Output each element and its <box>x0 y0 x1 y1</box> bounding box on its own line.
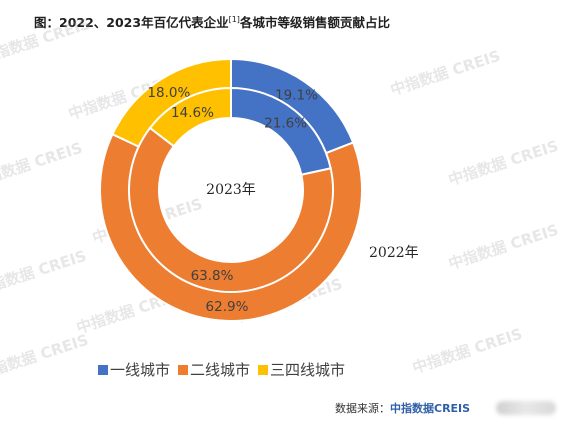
legend-item: 三四线城市 <box>258 359 345 380</box>
legend-label: 一线城市 <box>110 361 171 379</box>
source-brand: 中指数据CREIS <box>390 402 471 415</box>
data-label-outer-2: 18.0% <box>147 85 190 101</box>
center-label: 2023年 <box>206 182 256 198</box>
legend-swatch <box>98 364 108 375</box>
data-label-outer-0: 19.1% <box>275 87 318 103</box>
outer-ring-label: 2022年 <box>369 245 419 261</box>
chart-title: 图：2022、2023年百亿代表企业[1]各城市等级销售额贡献占比 <box>34 12 390 31</box>
legend-item: 二线城市 <box>178 359 250 380</box>
data-label-inner-0: 21.6% <box>264 115 307 131</box>
legend-swatch <box>178 364 189 375</box>
chart-title-main: 图：2022、2023年百亿代表企业 <box>34 15 229 30</box>
source-prefix: 数据来源： <box>335 402 390 415</box>
legend-swatch <box>258 364 269 375</box>
chart-title-tail: 各城市等级销售额贡献占比 <box>239 15 390 30</box>
legend-item: 一线城市 <box>98 359 170 380</box>
legend-label: 二线城市 <box>190 361 251 379</box>
legend-label: 三四线城市 <box>270 361 346 379</box>
chart-title-footnote: [1] <box>228 14 240 24</box>
slice-inner-1 <box>128 126 334 293</box>
slice-inner-2 <box>148 86 232 148</box>
data-label-inner-2: 14.6% <box>171 105 214 121</box>
data-label-outer-1: 62.9% <box>206 299 249 315</box>
data-source: 数据来源：中指数据CREIS <box>335 400 470 416</box>
chart-legend: 一线城市 二线城市 三四线城市 <box>98 359 345 380</box>
data-label-inner-1: 63.8% <box>191 268 234 284</box>
blurred-logo <box>496 401 556 415</box>
